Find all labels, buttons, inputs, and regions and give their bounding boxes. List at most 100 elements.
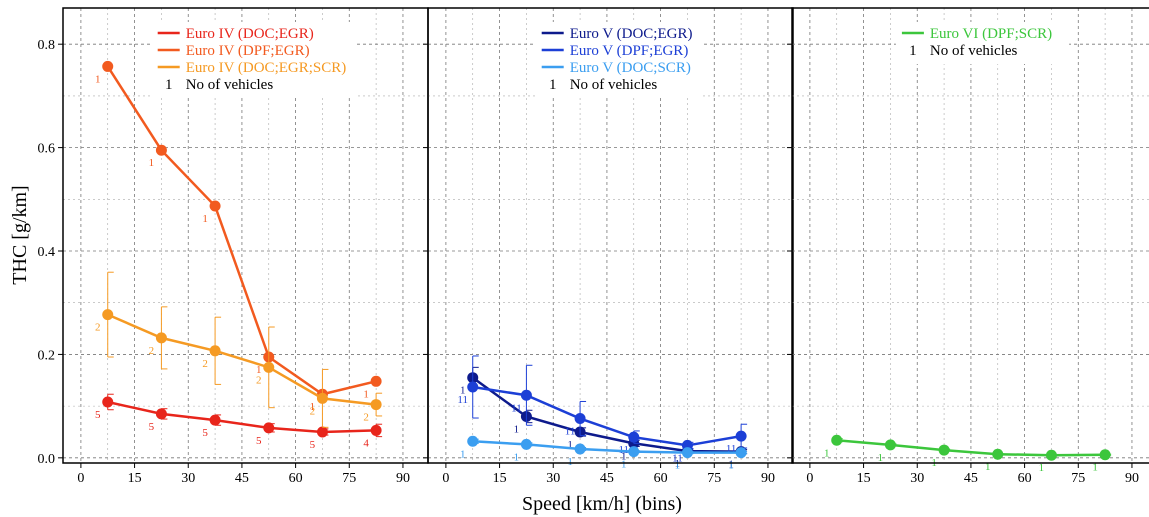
vehicle-count-label: 1 [514,423,520,435]
legend-symbol: 1 [549,77,557,93]
x-axis-title: Speed [km/h] (bins) [522,493,682,515]
data-point [316,426,328,438]
data-point [628,446,640,458]
vehicle-count-label: 2 [256,374,262,386]
legend-label: Euro V (DOC;SCR) [570,60,691,76]
series-line [106,65,377,396]
vehicle-count-label: 1 [824,447,830,459]
data-point [102,60,114,72]
x-tick-label: 75 [342,471,356,486]
series-euro-iv-doc-egr: 5 5 5 5 5 4 [95,393,383,451]
vehicle-count-label: 1 [878,452,884,464]
vehicle-count-label: 5 [310,439,316,451]
vehicle-count-label: 4 [363,437,369,449]
vehicle-count-label: 11 [672,452,683,464]
data-point [1099,449,1111,461]
series-line [471,376,742,453]
vehicle-count-label: 11 [457,394,468,406]
data-point [681,447,693,459]
vehicle-count-label: 1 [95,73,101,85]
panel-frame [427,7,794,464]
legend-label: Euro V (DPF;EGR) [570,43,689,59]
legend-symbol: 1 [165,77,173,93]
x-tick-label: 90 [761,471,775,486]
x-tick-label: 60 [1018,471,1032,486]
vehicle-count-label: 11 [511,402,522,414]
x-tick-label: 15 [493,471,507,486]
data-point [831,434,843,446]
data-point [884,439,896,451]
vehicle-count-label: 2 [95,322,101,334]
data-point [263,422,275,434]
series-line [107,400,377,434]
legend-label: No of vehicles [186,77,274,93]
vehicle-count-label: 1 [202,213,208,225]
vehicle-count-label: 2 [202,358,208,370]
data-point [467,381,479,393]
panel-frame [791,7,1149,464]
legend-label: Euro IV (DOC;EGR) [186,26,314,42]
vehicle-count-label: 1 [567,439,573,451]
vehicle-count-label: 5 [95,409,101,421]
vehicle-count-label: 11 [565,426,576,438]
series-line [472,440,742,454]
x-tick-label: 15 [857,471,871,486]
x-tick-label: 30 [181,471,195,486]
data-point [467,435,479,447]
x-tick-label: 15 [128,471,142,486]
x-tick-label: 90 [396,471,410,486]
data-point [574,443,586,455]
x-tick-label: 0 [442,471,449,486]
data-point [370,375,382,387]
legend: Euro V (DOC;EGR)Euro V (DPF;EGR)Euro V (… [535,22,702,98]
vehicle-count-label: 5 [149,421,155,433]
vehicle-count-label: 2 [149,345,155,357]
legend-background [535,22,702,98]
series-euro-iv-doc-egr-scr: 2 2 2 2 2 2 [95,271,383,428]
vehicle-count-label: 1 [1092,462,1098,474]
vehicle-count-label: 1 [728,459,734,471]
x-tick-label: 75 [707,471,721,486]
vehicle-count-label: 1 [567,456,573,468]
y-tick-label: 0.2 [38,348,56,363]
legend-label: Euro IV (DOC;EGR;SCR) [186,60,347,76]
legend-label: Euro VI (DPF;SCR) [930,26,1052,42]
legend-label: No of vehicles [570,77,658,93]
vehicle-count-label: 5 [256,435,262,447]
x-tick-label: 45 [600,471,614,486]
vehicle-count-label: 1 [675,460,681,472]
data-point [209,414,221,426]
data-point [574,413,586,425]
vehicle-count-label: 1 [149,157,155,169]
data-point [735,447,747,459]
legend-background [895,22,1070,64]
x-tick-label: 45 [964,471,978,486]
legend-label: No of vehicles [930,43,1018,59]
y-tick-label: 0.8 [38,38,56,53]
y-tick-label: 0.0 [38,452,56,467]
y-tick-label: 0.4 [38,245,56,260]
vehicle-count-label: 1 [675,458,681,470]
vehicle-count-label: 1 [514,451,520,463]
data-point [102,396,114,408]
data-point [370,424,382,436]
data-point [155,144,167,156]
legend-symbol: 1 [909,43,917,59]
data-point [102,309,114,321]
vehicle-count-label: 1 [985,461,991,473]
data-point [209,345,221,357]
series-line [472,385,742,447]
y-tick-label: 0.6 [38,142,56,157]
x-tick-label: 30 [546,471,560,486]
legend-label: Euro V (DOC;EGR) [570,26,693,42]
series-line [107,313,377,406]
vehicle-count-label: 1 [728,460,734,472]
data-point [938,444,950,456]
